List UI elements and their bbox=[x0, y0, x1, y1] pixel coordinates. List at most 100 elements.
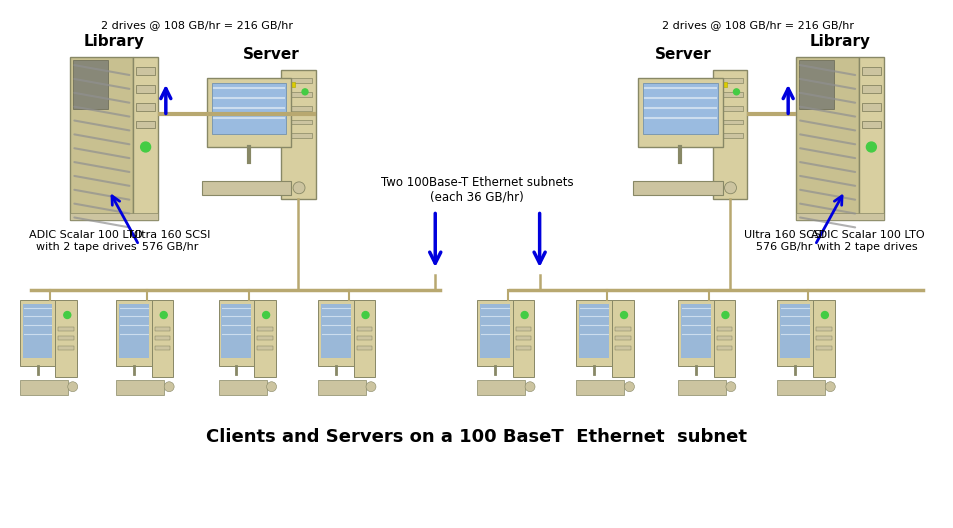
Circle shape bbox=[524, 382, 535, 392]
Bar bbox=[58, 346, 74, 350]
Circle shape bbox=[821, 312, 827, 318]
Text: ADIC Scalar 100 LTO
with 2 tape drives: ADIC Scalar 100 LTO with 2 tape drives bbox=[810, 230, 923, 252]
Bar bbox=[218, 299, 254, 366]
Text: Ultra 160 SCSI
576 GB/hr: Ultra 160 SCSI 576 GB/hr bbox=[743, 230, 823, 252]
Bar bbox=[320, 304, 351, 358]
Bar bbox=[356, 326, 372, 331]
Bar bbox=[257, 336, 273, 341]
Circle shape bbox=[733, 89, 739, 95]
Bar bbox=[638, 78, 721, 147]
Bar bbox=[285, 119, 312, 125]
Bar bbox=[815, 346, 831, 350]
Bar bbox=[218, 380, 266, 395]
Bar bbox=[119, 304, 149, 358]
Circle shape bbox=[619, 312, 627, 318]
Bar bbox=[71, 57, 133, 221]
Bar bbox=[516, 336, 531, 341]
Bar bbox=[55, 299, 77, 376]
Bar bbox=[516, 326, 531, 331]
Bar bbox=[20, 299, 55, 366]
Bar bbox=[285, 78, 312, 83]
Bar bbox=[780, 304, 809, 358]
Bar bbox=[257, 346, 273, 350]
Bar bbox=[678, 299, 713, 366]
Bar bbox=[254, 299, 275, 376]
Text: Server: Server bbox=[654, 47, 710, 62]
Text: Ultra 160 SCSI
576 GB/hr: Ultra 160 SCSI 576 GB/hr bbox=[130, 230, 210, 252]
Bar bbox=[136, 103, 154, 111]
Text: ADIC Scalar 100 LTO
with 2 tape drives: ADIC Scalar 100 LTO with 2 tape drives bbox=[30, 230, 143, 252]
Text: 2 drives @ 108 GB/hr = 216 GB/hr: 2 drives @ 108 GB/hr = 216 GB/hr bbox=[100, 21, 293, 31]
Bar bbox=[281, 70, 315, 199]
Bar bbox=[257, 326, 273, 331]
Bar bbox=[58, 326, 74, 331]
Bar bbox=[116, 380, 164, 395]
Bar bbox=[713, 299, 735, 376]
Bar bbox=[615, 346, 630, 350]
Bar bbox=[716, 346, 731, 350]
Bar bbox=[678, 380, 725, 395]
Bar bbox=[576, 299, 612, 366]
Bar bbox=[20, 380, 68, 395]
Circle shape bbox=[160, 312, 167, 318]
Text: Library: Library bbox=[84, 34, 145, 49]
Bar bbox=[58, 336, 74, 341]
Bar bbox=[716, 326, 731, 331]
Bar bbox=[285, 106, 312, 111]
Bar bbox=[578, 304, 609, 358]
Bar bbox=[285, 92, 312, 97]
Bar bbox=[516, 346, 531, 350]
Bar bbox=[815, 336, 831, 341]
Bar bbox=[317, 380, 366, 395]
Bar bbox=[576, 380, 624, 395]
Circle shape bbox=[302, 89, 308, 95]
Bar bbox=[812, 299, 834, 376]
Bar bbox=[777, 380, 824, 395]
Bar bbox=[354, 299, 375, 376]
Circle shape bbox=[624, 382, 634, 392]
Circle shape bbox=[140, 142, 151, 152]
Circle shape bbox=[262, 312, 270, 318]
Circle shape bbox=[520, 312, 528, 318]
Bar bbox=[716, 119, 742, 125]
Bar bbox=[615, 326, 630, 331]
Bar bbox=[716, 78, 742, 83]
Bar bbox=[716, 92, 742, 97]
Text: Library: Library bbox=[808, 34, 869, 49]
Bar bbox=[796, 213, 882, 221]
Bar bbox=[356, 346, 372, 350]
Bar bbox=[799, 60, 833, 109]
Bar bbox=[716, 106, 742, 111]
Bar bbox=[815, 326, 831, 331]
Bar bbox=[718, 82, 726, 87]
Bar bbox=[71, 213, 157, 221]
Circle shape bbox=[164, 382, 174, 392]
Circle shape bbox=[723, 182, 736, 194]
Circle shape bbox=[362, 312, 369, 318]
Circle shape bbox=[64, 312, 71, 318]
Bar bbox=[512, 299, 534, 376]
Bar bbox=[777, 299, 812, 366]
Bar bbox=[633, 181, 721, 195]
Bar bbox=[862, 67, 880, 75]
Bar bbox=[221, 304, 251, 358]
Circle shape bbox=[68, 382, 77, 392]
Text: Clients and Servers on a 100 BaseT  Ethernet  subnet: Clients and Servers on a 100 BaseT Ether… bbox=[206, 428, 747, 446]
Bar bbox=[23, 304, 52, 358]
Bar bbox=[201, 181, 291, 195]
Bar bbox=[716, 336, 731, 341]
Bar bbox=[476, 380, 524, 395]
Bar bbox=[136, 120, 154, 128]
Bar bbox=[212, 83, 286, 135]
Bar bbox=[859, 57, 882, 221]
Bar bbox=[796, 57, 859, 221]
Bar bbox=[73, 60, 108, 109]
Bar bbox=[642, 83, 717, 135]
Bar bbox=[154, 326, 171, 331]
Bar bbox=[133, 57, 157, 221]
Circle shape bbox=[865, 142, 876, 152]
Bar bbox=[862, 85, 880, 93]
Bar bbox=[476, 299, 512, 366]
Bar bbox=[152, 299, 173, 376]
Bar bbox=[287, 82, 294, 87]
